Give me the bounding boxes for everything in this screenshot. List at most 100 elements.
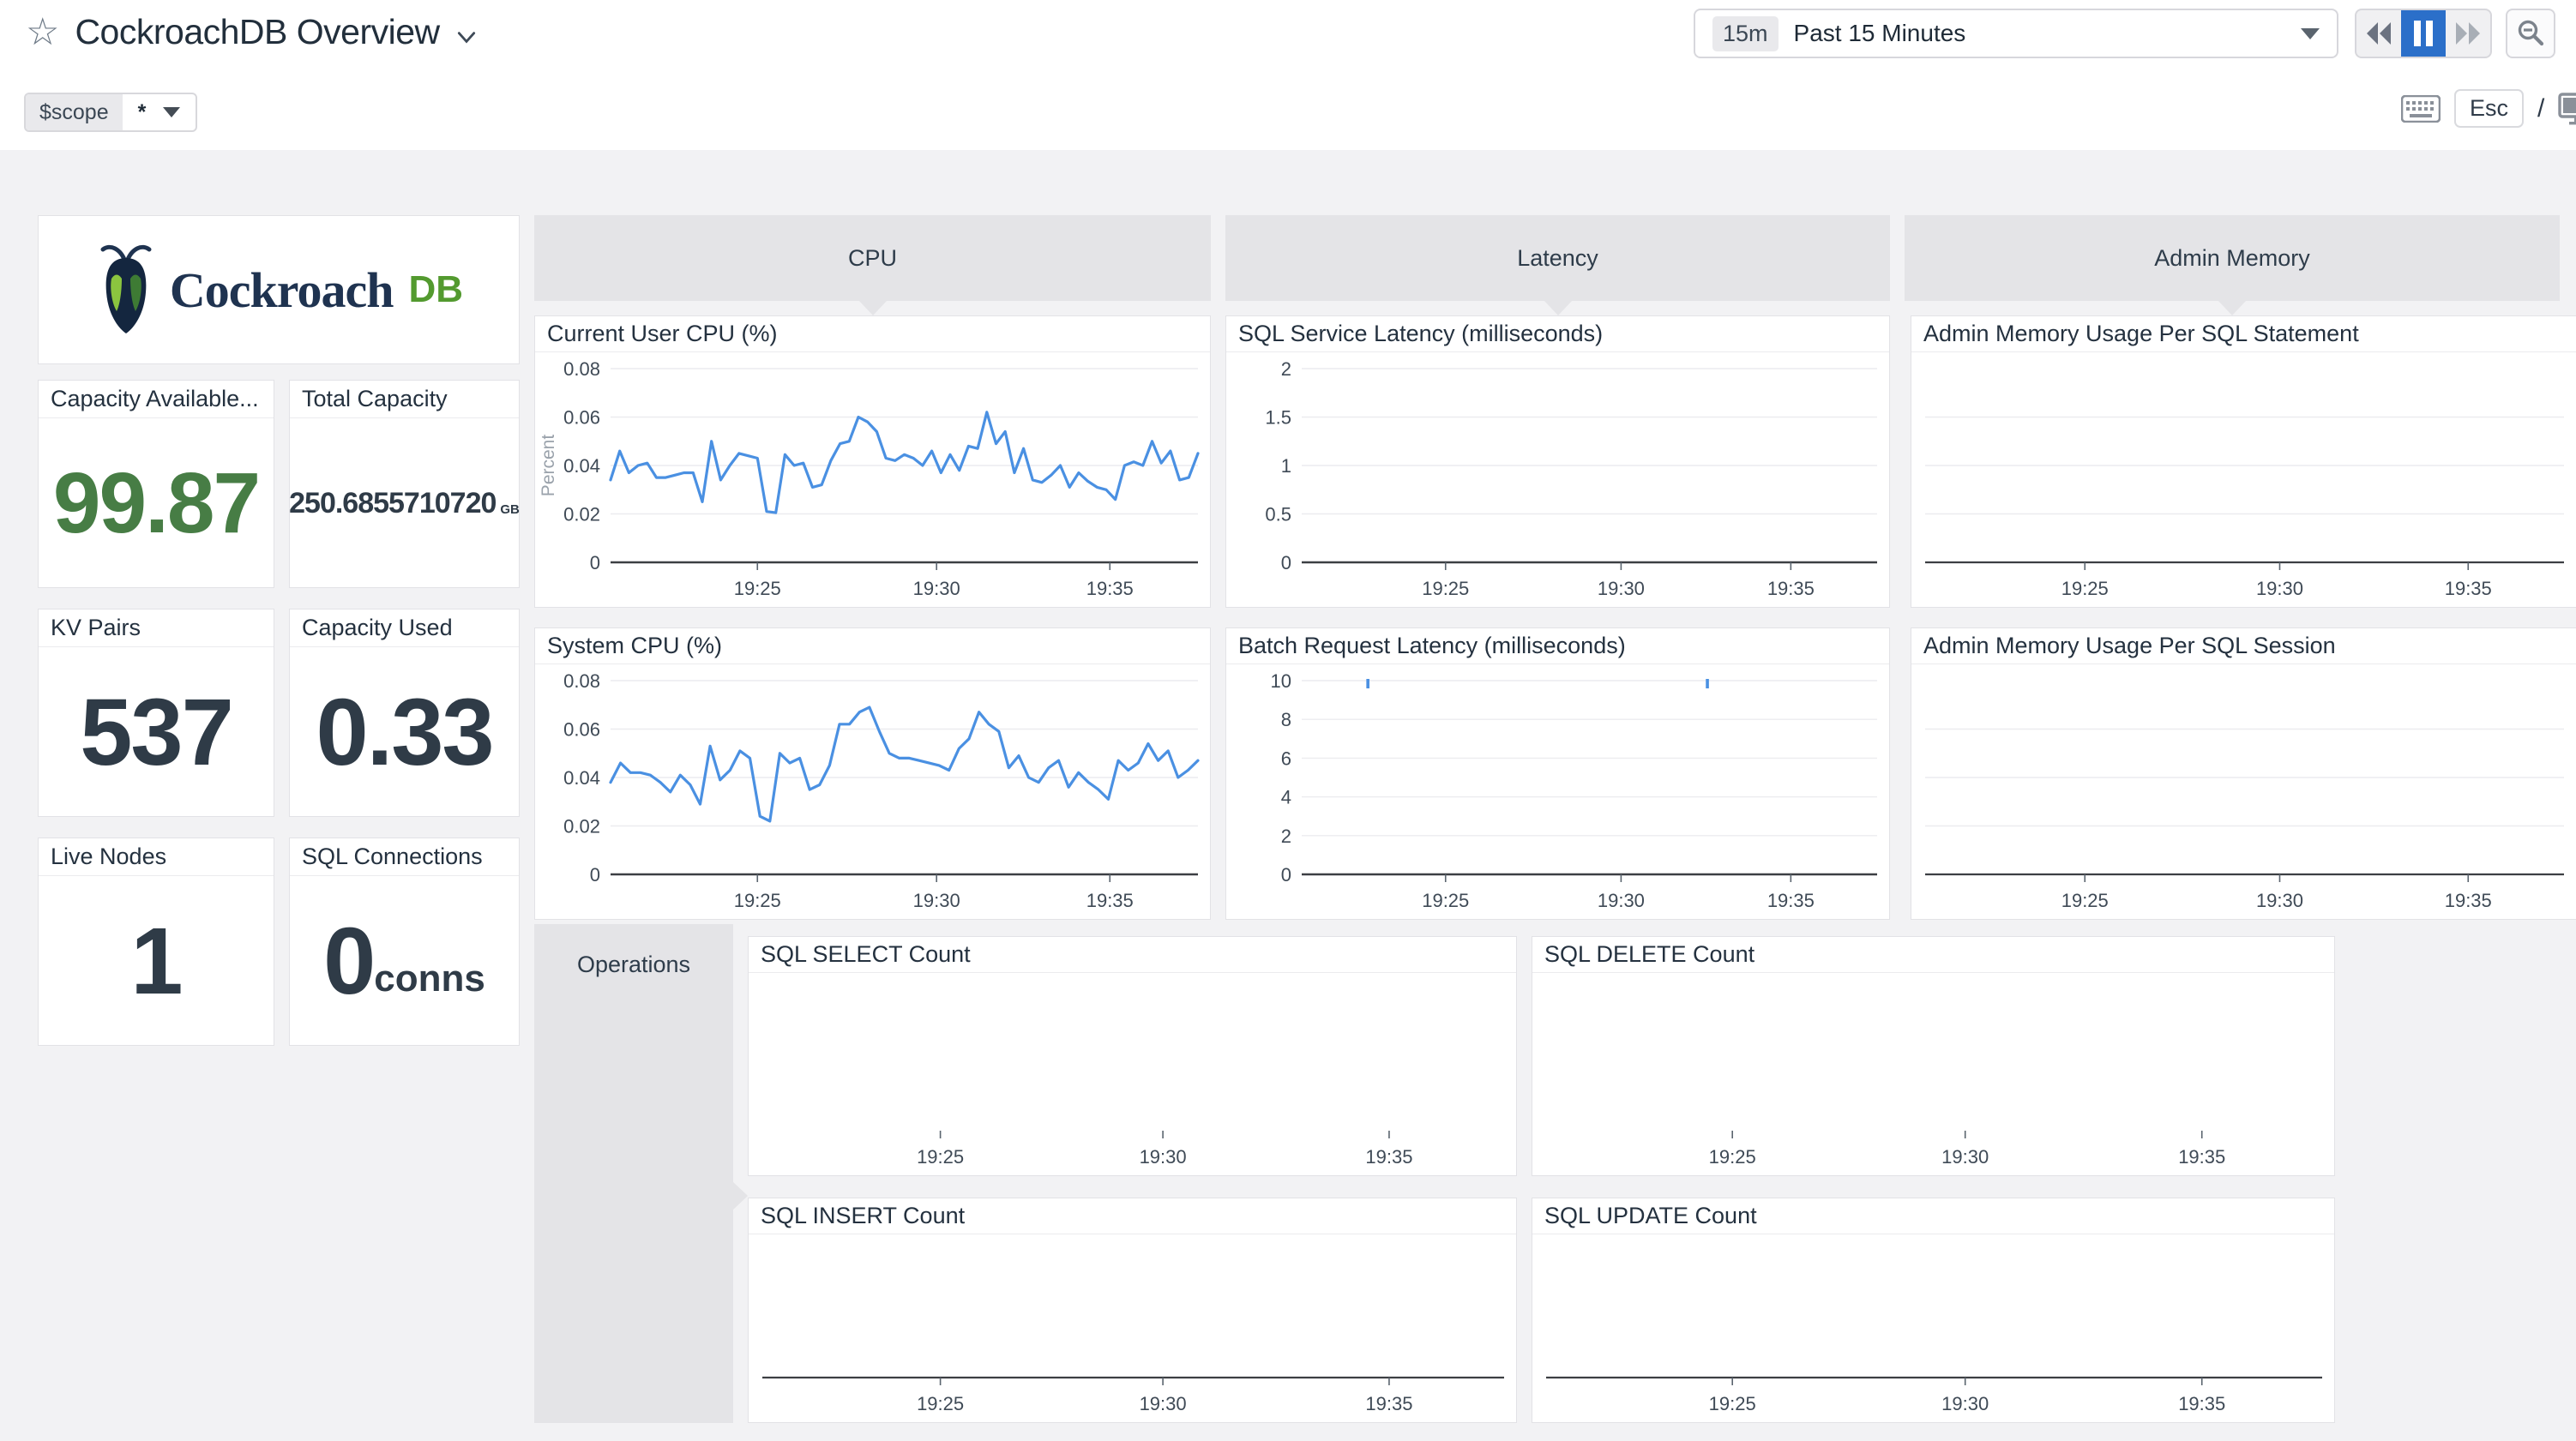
playback-controls (2355, 9, 2492, 58)
chart-plot-area[interactable]: 19:25 19:30 19:35 (1911, 665, 2576, 919)
chart-sql-update-count: SQL UPDATE Count 19:25 19:30 19:35 (1532, 1198, 2335, 1423)
group-header-admin-memory[interactable]: Admin Memory (1905, 215, 2560, 315)
chart-plot-area[interactable]: 0 0.02 0.04 0.06 0.08 19:25 19:30 19:35 Percent (535, 353, 1210, 607)
chart-plot-area[interactable]: 0 0.02 0.04 0.06 0.08 19:25 19:30 19:35 (535, 665, 1210, 919)
svg-text:19:25: 19:25 (2061, 890, 2109, 911)
group-header-latency[interactable]: Latency (1225, 215, 1890, 315)
stat-value: 0.33 (316, 679, 494, 785)
dashboard-header: ☆ CockroachDB Overview (26, 12, 478, 52)
svg-text:19:35: 19:35 (2445, 578, 2492, 599)
stat-value: 99.87 (52, 454, 261, 551)
cockroachdb-logo-card: Cockroach DB (38, 215, 520, 364)
stat-unit: conns (374, 958, 485, 1000)
group-header-operations[interactable]: Operations (534, 924, 748, 1423)
svg-text:19:30: 19:30 (1140, 1146, 1187, 1168)
svg-text:6: 6 (1281, 748, 1291, 769)
pause-button[interactable] (2401, 10, 2446, 57)
fast-forward-icon (2456, 22, 2480, 45)
stat-card-title: Capacity Used (290, 609, 519, 647)
svg-text:0.5: 0.5 (1265, 504, 1291, 525)
pause-icon (2414, 21, 2433, 46)
chart-title: SQL Service Latency (milliseconds) (1226, 316, 1889, 352)
chart-system-cpu: System CPU (%) 0 0.02 0.04 0.06 0.08 19:25 19:… (534, 627, 1211, 920)
chart-plot-area[interactable]: 19:25 19:30 19:35 (749, 974, 1516, 1175)
svg-text:19:35: 19:35 (1767, 578, 1815, 599)
svg-text:19:35: 19:35 (1086, 578, 1134, 599)
svg-text:0.08: 0.08 (563, 670, 600, 692)
chart-plot-area[interactable]: 19:25 19:30 19:35 (1532, 1235, 2334, 1422)
chart-plot-area[interactable]: 0 2 4 6 8 10 19:25 19:30 19:35 (1226, 665, 1889, 919)
stat-value: 250.6855710720 (289, 486, 497, 519)
svg-text:19:25: 19:25 (1422, 578, 1469, 599)
page-title: CockroachDB Overview (75, 12, 440, 51)
stat-value: 0 (323, 908, 376, 1014)
svg-text:19:30: 19:30 (2256, 890, 2303, 911)
stat-card-title: Live Nodes (39, 838, 274, 876)
monitor-icon[interactable] (2558, 92, 2576, 125)
rewind-button[interactable] (2356, 10, 2401, 57)
chart-plot-area[interactable]: 19:25 19:30 19:35 (1911, 353, 2576, 607)
svg-text:19:30: 19:30 (1941, 1393, 1989, 1414)
svg-text:19:35: 19:35 (1365, 1146, 1412, 1168)
rewind-icon (2367, 22, 2391, 45)
chart-plot-area[interactable]: 19:25 19:30 19:35 (1532, 974, 2334, 1175)
chart-plot-area[interactable]: 19:25 19:30 19:35 (749, 1235, 1516, 1422)
group-notch (858, 300, 888, 315)
group-title: Latency (1517, 244, 1598, 271)
stat-card-title: Total Capacity (290, 381, 519, 418)
chart-admin-memory-per-sql-session: Admin Memory Usage Per SQL Session 19:25… (1911, 627, 2576, 920)
chart-title: Admin Memory Usage Per SQL Statement (1911, 316, 2576, 352)
svg-text:19:30: 19:30 (1598, 578, 1645, 599)
template-variable-scope[interactable]: $scope * (24, 93, 198, 132)
scope-current-value: * (137, 99, 147, 124)
star-icon[interactable]: ☆ (26, 10, 60, 53)
forward-button[interactable] (2446, 10, 2490, 57)
chart-current-user-cpu: Current User CPU (%) 0 0.02 0.04 0.06 0.08 19… (534, 315, 1211, 608)
svg-text:1: 1 (1281, 455, 1291, 477)
svg-text:0.08: 0.08 (563, 358, 600, 380)
chart-title: SQL INSERT Count (749, 1198, 1516, 1234)
stat-card-title: Capacity Available... (39, 381, 274, 418)
svg-text:0: 0 (590, 864, 600, 886)
chart-admin-memory-per-sql-statement: Admin Memory Usage Per SQL Statement 19:… (1911, 315, 2576, 608)
time-range-label: Past 15 Minutes (1793, 20, 1966, 46)
chart-sql-select-count: SQL SELECT Count 19:25 19:30 19:35 (748, 936, 1517, 1176)
svg-text:0.06: 0.06 (563, 719, 600, 741)
shortcut-hints: Esc / (2401, 89, 2576, 128)
keyboard-icon[interactable] (2401, 94, 2441, 123)
svg-text:4: 4 (1281, 787, 1291, 808)
svg-text:8: 8 (1281, 709, 1291, 730)
svg-text:2: 2 (1281, 826, 1291, 847)
svg-text:0.02: 0.02 (563, 504, 600, 525)
group-header-cpu[interactable]: CPU (534, 215, 1211, 315)
time-range-badge: 15m (1712, 15, 1779, 51)
chart-sql-service-latency: SQL Service Latency (milliseconds) 0 0.5 1… (1225, 315, 1890, 608)
chart-title: SQL SELECT Count (749, 937, 1516, 973)
time-range-selector[interactable]: 15m Past 15 Minutes (1694, 9, 2338, 58)
stat-unit: GB (500, 501, 520, 517)
chart-plot-area[interactable]: 0 0.5 1 1.5 2 19:25 19:30 19:35 (1226, 353, 1889, 607)
stat-card-title: KV Pairs (39, 609, 274, 647)
brand-name: Cockroach (169, 261, 394, 318)
svg-text:19:25: 19:25 (1709, 1393, 1756, 1414)
chart-title: System CPU (%) (535, 628, 1210, 664)
chart-sql-insert-count: SQL INSERT Count 19:25 19:30 19:35 (748, 1198, 1517, 1423)
svg-text:0.04: 0.04 (563, 455, 600, 477)
svg-text:19:35: 19:35 (1767, 890, 1815, 911)
cockroach-bug-icon (100, 244, 152, 333)
svg-text:19:25: 19:25 (2061, 578, 2109, 599)
svg-text:19:25: 19:25 (917, 1393, 964, 1414)
chart-title: Current User CPU (%) (535, 316, 1210, 352)
chart-batch-request-latency: Batch Request Latency (milliseconds) 0 2 4… (1225, 627, 1890, 920)
slash-separator: / (2537, 93, 2545, 123)
svg-text:19:35: 19:35 (2445, 890, 2492, 911)
chart-title: SQL DELETE Count (1532, 937, 2334, 973)
stat-card-kv-pairs: KV Pairs 537 (38, 609, 274, 817)
svg-text:19:30: 19:30 (1598, 890, 1645, 911)
chevron-down-icon[interactable] (455, 26, 478, 48)
stat-card-sql-connections: SQL Connections 0 conns (289, 838, 520, 1046)
zoom-out-button[interactable] (2506, 9, 2555, 58)
scope-value: * (123, 94, 196, 130)
stat-value: 1 (130, 908, 183, 1014)
svg-text:10: 10 (1271, 670, 1291, 692)
